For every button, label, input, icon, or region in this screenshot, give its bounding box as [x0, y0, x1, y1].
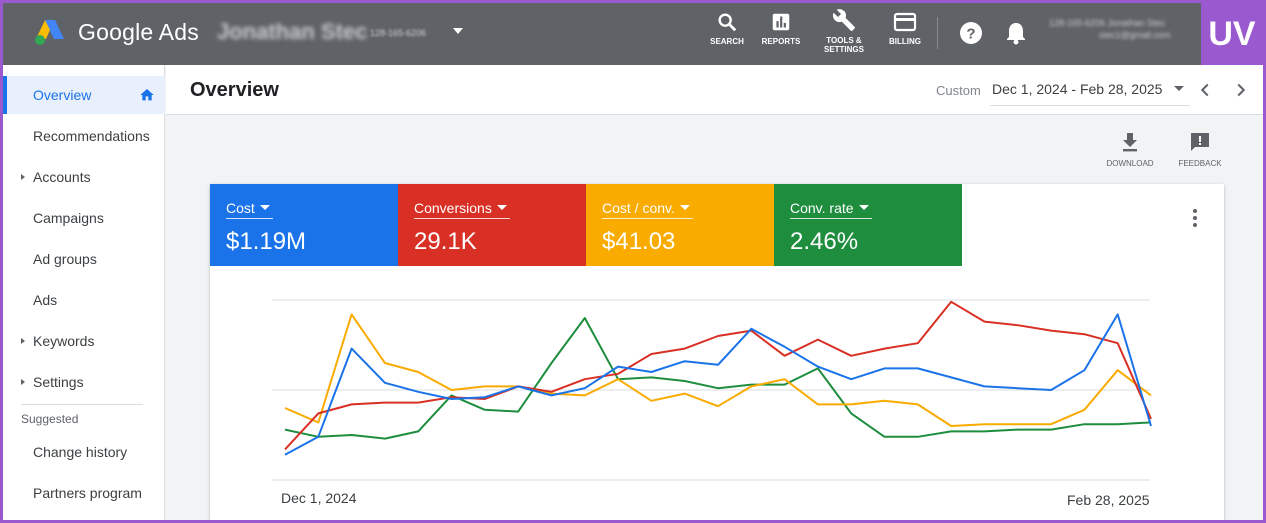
top-bar: Google Ads Jonathan Stec 128-165-6206 SE… [3, 3, 1263, 65]
sidebar-item-campaigns[interactable]: Campaigns [3, 199, 165, 237]
sidebar-item-overview[interactable]: Overview [3, 76, 165, 114]
search-tool-button[interactable]: SEARCH [705, 11, 749, 46]
metric-value-cost: $1.19M [226, 228, 307, 255]
sidebar-item-label: Partners program [33, 485, 142, 501]
metric-tile-conv-rate[interactable]: Conv. rate 2.46% [774, 184, 962, 266]
account-dropdown-icon[interactable] [453, 28, 463, 34]
search-tool-label: SEARCH [710, 37, 744, 46]
svg-text:?: ? [966, 26, 975, 43]
metric-selector-conv-rate[interactable]: Conv. rate [790, 200, 872, 219]
sidebar-nav: Overview Recommendations Accounts Campai… [3, 65, 165, 520]
metric-selector-cost[interactable]: Cost [226, 200, 273, 219]
series-line-cost[interactable] [284, 313, 1152, 456]
next-period-chevron-icon[interactable] [1230, 79, 1252, 101]
expand-caret-icon[interactable] [21, 174, 25, 180]
metric-tile-conversions[interactable]: Conversions 29.1K [398, 184, 586, 266]
download-button[interactable]: DOWNLOAD [1101, 131, 1159, 168]
sidebar-item-label: Change history [33, 444, 128, 460]
date-dropdown-icon[interactable] [1174, 86, 1184, 91]
series-line-cost-conv-[interactable] [284, 313, 1152, 427]
more-options-icon[interactable] [1192, 208, 1198, 228]
sidebar-item-keywords[interactable]: Keywords [3, 322, 165, 360]
metric-label: Cost / conv. [602, 200, 675, 216]
metric-label: Cost [226, 200, 255, 216]
date-range-type-label: Custom [936, 83, 981, 98]
metric-value-conv-rate: 2.46% [790, 228, 859, 255]
metric-selector-cost-per-conv[interactable]: Cost / conv. [602, 200, 693, 219]
x-axis-end-label: Feb 28, 2025 [1067, 492, 1150, 508]
tools-label-line2: SETTINGS [823, 45, 864, 54]
series-line-conversions[interactable] [284, 300, 1152, 451]
chevron-down-icon [259, 205, 270, 210]
sidebar-item-recommendations[interactable]: Recommendations [3, 117, 165, 155]
chevron-down-icon [496, 205, 507, 210]
sidebar-item-label: Campaigns [33, 210, 104, 226]
sidebar-item-ads[interactable]: Ads [3, 281, 165, 319]
sidebar-item-change-history[interactable]: Change history [3, 433, 165, 471]
sidebar-item-settings[interactable]: Settings [3, 363, 165, 401]
expand-caret-icon[interactable] [21, 379, 25, 385]
x-axis-start-label: Dec 1, 2024 [281, 490, 357, 506]
sidebar-item-label: Keywords [33, 333, 95, 349]
sidebar-item-label: Ad groups [33, 251, 97, 267]
sidebar-item-label: Settings [33, 374, 84, 390]
chevron-down-icon [679, 205, 690, 210]
date-range-selector[interactable]: Dec 1, 2024 - Feb 28, 2025 [992, 81, 1163, 97]
metric-selector-conversions[interactable]: Conversions [414, 200, 510, 219]
sidebar-item-label: Recommendations [33, 128, 150, 144]
metric-tile-cost-per-conv[interactable]: Cost / conv. $41.03 [586, 184, 774, 266]
expand-caret-icon[interactable] [21, 338, 25, 344]
reports-tool-button[interactable]: REPORTS [755, 11, 807, 46]
billing-tool-label: BILLING [889, 37, 921, 46]
topbar-divider [937, 17, 938, 49]
reports-tool-label: REPORTS [761, 37, 801, 46]
sidebar-item-accounts[interactable]: Accounts [3, 158, 165, 196]
feedback-button[interactable]: FEEDBACK [1171, 131, 1229, 168]
date-range-underline [990, 105, 1190, 106]
notifications-bell-icon[interactable] [1005, 20, 1027, 46]
metric-tile-cost[interactable]: Cost $1.19M [210, 184, 398, 266]
user-line-2: stec1@gmail.com [1099, 30, 1171, 40]
download-icon [1123, 133, 1137, 152]
feedback-icon [1191, 133, 1209, 151]
page-title: Overview [190, 79, 279, 101]
sidebar-item-partners-program[interactable]: Partners program [3, 474, 165, 512]
sidebar-item-label: Overview [33, 87, 92, 103]
previous-period-chevron-icon[interactable] [1194, 79, 1216, 101]
performance-card: Cost $1.19M Conversions 29.1K Cost / con… [210, 184, 1224, 520]
home-icon [140, 89, 154, 101]
wrench-icon [832, 9, 855, 31]
sidebar-divider [21, 404, 143, 405]
account-id[interactable]: 128-165-6206 [370, 28, 427, 38]
brand-name: Google Ads [78, 19, 199, 45]
series-line-conv-rate[interactable] [284, 317, 1152, 440]
account-name[interactable]: Jonathan Stec [217, 19, 368, 44]
uv-watermark-badge: UV [1201, 3, 1263, 65]
chevron-down-icon [858, 205, 869, 210]
credit-card-icon [893, 12, 917, 32]
user-account-info[interactable]: 128-165-6206 Jonathan Stec stec1@gmail.c… [1049, 17, 1171, 41]
help-icon[interactable]: ? [959, 21, 983, 45]
performance-line-chart [272, 299, 1152, 481]
sidebar-section-suggested: Suggested [21, 412, 79, 426]
metric-label: Conv. rate [790, 200, 854, 216]
metric-value-conversions: 29.1K [414, 228, 477, 255]
metric-label: Conversions [414, 200, 492, 216]
billing-tool-button[interactable]: BILLING [880, 11, 930, 46]
bar-chart-icon [772, 13, 790, 31]
page-header: Overview Custom Dec 1, 2024 - Feb 28, 20… [166, 65, 1263, 115]
tools-settings-button[interactable]: TOOLS & SETTINGS [818, 8, 870, 54]
sidebar-item-label: Ads [33, 292, 58, 308]
search-icon [718, 13, 737, 32]
feedback-label: FEEDBACK [1178, 159, 1222, 168]
sidebar-item-label: Accounts [33, 169, 91, 185]
sidebar-item-ad-groups[interactable]: Ad groups [3, 240, 165, 278]
download-label: DOWNLOAD [1106, 159, 1154, 168]
user-line-1: 128-165-6206 Jonathan Stec [1049, 18, 1166, 28]
google-ads-logo-icon[interactable] [33, 17, 67, 47]
tools-label-line1: TOOLS & [826, 36, 862, 45]
app-window: Google Ads Jonathan Stec 128-165-6206 SE… [3, 3, 1263, 520]
metric-value-cost-per-conv: $41.03 [602, 228, 676, 255]
